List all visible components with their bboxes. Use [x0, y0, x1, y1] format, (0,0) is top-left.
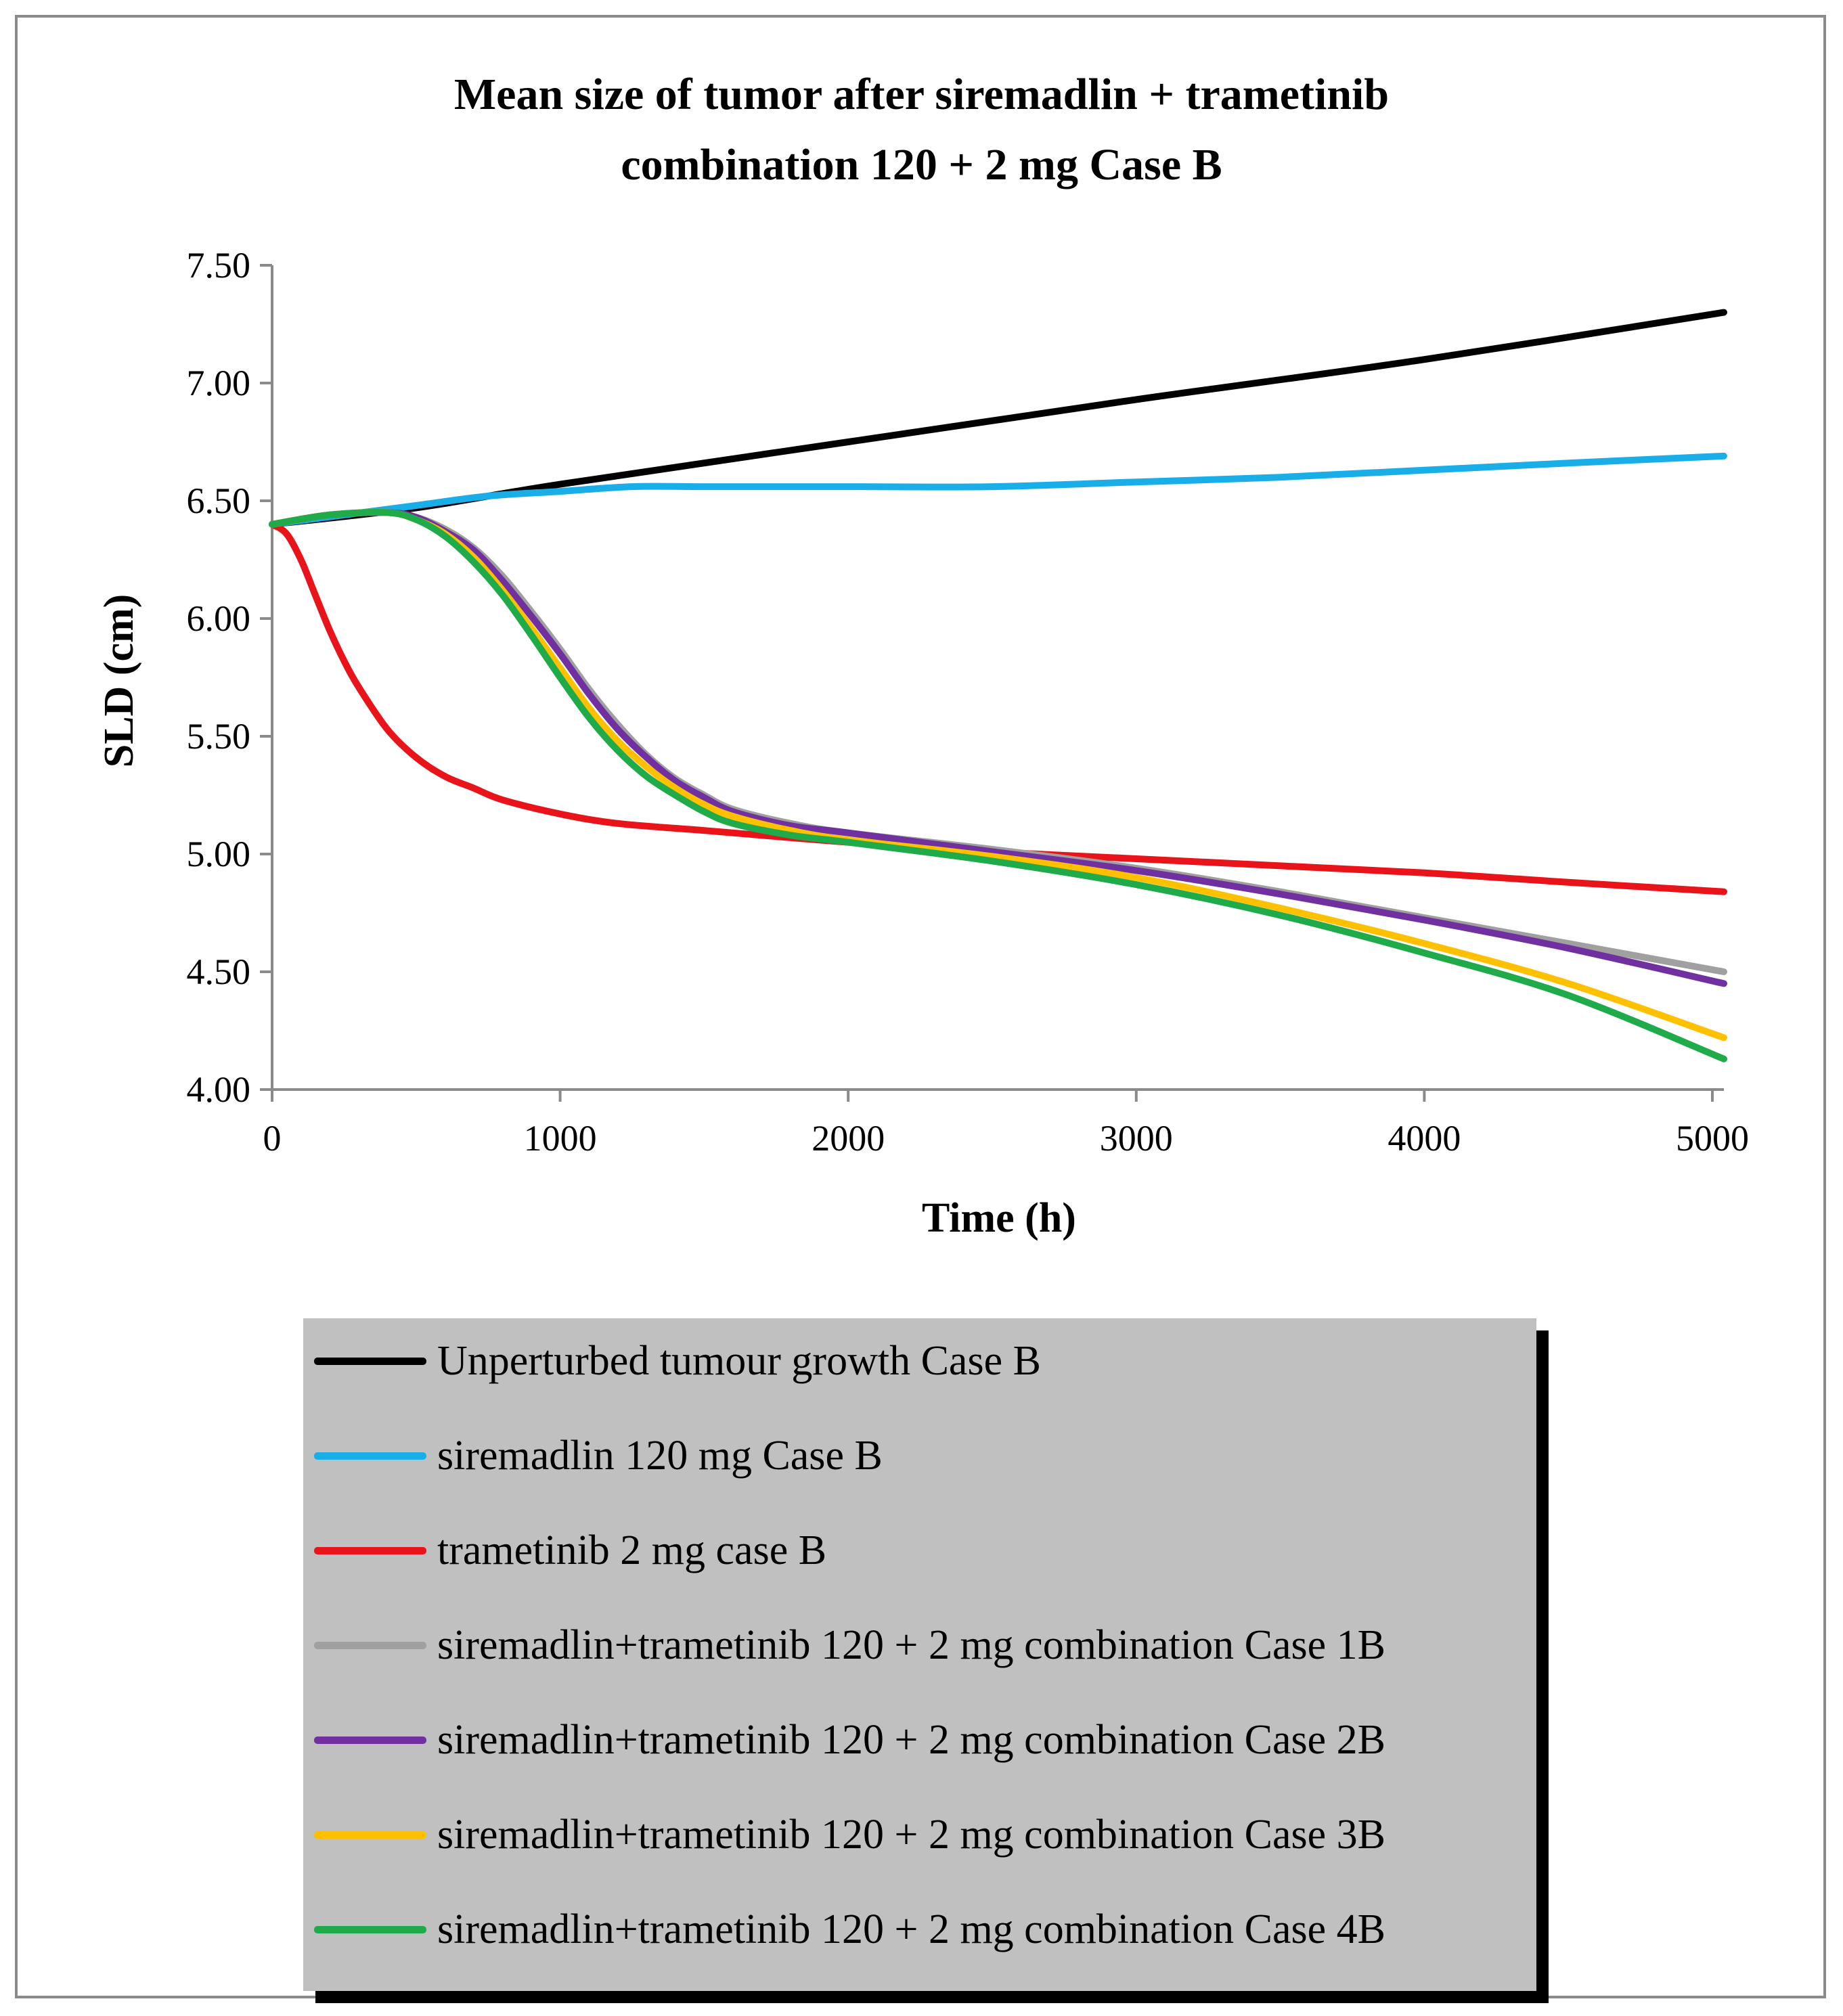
legend-label: trametinib 2 mg case B — [437, 1527, 827, 1573]
legend-item: Unperturbed tumour growth Case B — [314, 1330, 1041, 1391]
legend-swatch — [314, 1736, 426, 1744]
legend-swatch — [314, 1546, 426, 1554]
y-tick-label: 6.00 — [187, 598, 251, 639]
y-tick-label: 7.50 — [187, 245, 251, 286]
x-tick-label: 3000 — [1100, 1118, 1173, 1159]
legend-item: siremadlin+trametinib 120 + 2 mg combina… — [314, 1899, 1385, 1960]
y-tick-label: 6.50 — [187, 480, 251, 521]
legend-item: siremadlin+trametinib 120 + 2 mg combina… — [314, 1709, 1385, 1770]
legend-label: siremadlin+trametinib 120 + 2 mg combina… — [437, 1811, 1385, 1858]
series-line-3 — [269, 520, 1727, 895]
y-tick-label: 4.50 — [187, 951, 251, 992]
legend-label: siremadlin+trametinib 120 + 2 mg combina… — [437, 1621, 1385, 1668]
y-tick-label: 4.00 — [187, 1069, 251, 1110]
chart-title-line-1: Mean size of tumor after siremadlin + tr… — [453, 70, 1390, 119]
legend-swatch — [314, 1452, 426, 1460]
y-tick-label: 5.00 — [187, 834, 251, 874]
series-line-6 — [269, 509, 1727, 1041]
y-tick-label: 5.50 — [187, 716, 251, 757]
legend: Unperturbed tumour growth Case B siremadl… — [303, 1318, 1536, 1991]
series-line-7 — [269, 509, 1727, 1062]
legend-label: siremadlin 120 mg Case B — [437, 1432, 883, 1479]
legend-label: siremadlin+trametinib 120 + 2 mg combina… — [437, 1716, 1385, 1763]
x-tick-label: 0 — [263, 1118, 282, 1159]
series-lines — [269, 309, 1727, 1062]
x-axis-title: Time (h) — [922, 1195, 1076, 1241]
legend-item: siremadlin+trametinib 120 + 2 mg combina… — [314, 1804, 1385, 1865]
x-tick-label: 5000 — [1676, 1118, 1749, 1159]
legend-label: Unperturbed tumour growth Case B — [437, 1337, 1041, 1384]
legend-item: siremadlin+trametinib 120 + 2 mg combina… — [314, 1615, 1385, 1676]
legend-swatch — [314, 1641, 426, 1649]
legend-item: siremadlin 120 mg Case B — [314, 1425, 883, 1486]
y-axis-title: SLD (cm) — [96, 594, 142, 768]
legend-item: trametinib 2 mg case B — [314, 1520, 826, 1581]
y-ticks: 4.00 4.50 5.00 5.50 6.00 6.50 7.00 7.50 — [187, 245, 272, 1110]
x-tick-label: 4000 — [1387, 1118, 1461, 1159]
x-ticks: 0 1000 2000 3000 4000 5000 — [263, 1090, 1749, 1159]
chart-title: Mean size of tumor after siremadlin + tr… — [0, 60, 1843, 200]
legend-swatch — [314, 1831, 426, 1839]
y-tick-label: 7.00 — [187, 363, 251, 403]
legend-swatch — [314, 1357, 426, 1365]
legend-swatch — [314, 1925, 426, 1933]
chart-title-line-2: combination 120 + 2 mg Case B — [621, 140, 1222, 189]
x-tick-label: 2000 — [812, 1118, 885, 1159]
x-tick-label: 1000 — [524, 1118, 597, 1159]
series-line-2 — [269, 452, 1727, 528]
legend-label: siremadlin+trametinib 120 + 2 mg combina… — [437, 1906, 1385, 1952]
axes: 4.00 4.50 5.00 5.50 6.00 6.50 7.00 7.50 0 1000 20… — [187, 245, 1749, 1159]
